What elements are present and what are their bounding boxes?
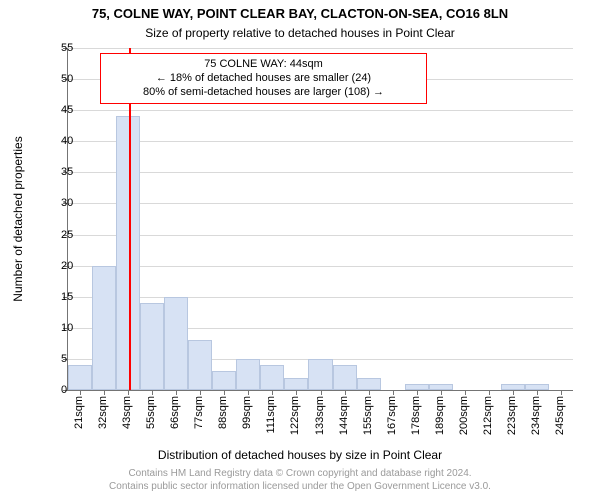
histogram-bar (164, 297, 188, 390)
y-tick-label: 55 (61, 42, 67, 54)
histogram-bar (308, 359, 332, 390)
gridline (68, 172, 573, 173)
y-tick-label: 5 (61, 353, 67, 365)
chart-title-sub: Size of property relative to detached ho… (0, 26, 600, 40)
y-tick-label: 0 (61, 384, 67, 396)
y-tick-label: 40 (61, 135, 67, 147)
plot-area: 75 COLNE WAY: 44sqm ← 18% of detached ho… (67, 48, 573, 391)
x-tick-label: 144sqm (338, 396, 350, 435)
gridline (68, 266, 573, 267)
x-tick-label: 122sqm (289, 396, 301, 435)
y-tick-label: 30 (61, 197, 67, 209)
x-tick-label: 178sqm (410, 396, 422, 435)
x-tick-label: 133sqm (314, 396, 326, 435)
gridline (68, 141, 573, 142)
annotation-box: 75 COLNE WAY: 44sqm ← 18% of detached ho… (100, 53, 427, 104)
x-tick-label: 21sqm (73, 396, 85, 429)
x-tick-label: 223sqm (506, 396, 518, 435)
gridline (68, 110, 573, 111)
histogram-bar (260, 365, 284, 390)
x-tick-label: 77sqm (193, 396, 205, 429)
gridline (68, 48, 573, 49)
gridline (68, 235, 573, 236)
source-footer: Contains HM Land Registry data © Crown c… (0, 468, 600, 493)
y-tick-label: 50 (61, 73, 67, 85)
histogram-bar (236, 359, 260, 390)
y-axis-label: Number of detached properties (11, 136, 25, 301)
x-tick-label: 43sqm (121, 396, 133, 429)
x-tick-label: 200sqm (458, 396, 470, 435)
x-tick-label: 32sqm (97, 396, 109, 429)
histogram-bar (188, 340, 212, 390)
histogram-bar (333, 365, 357, 390)
x-tick-label: 88sqm (217, 396, 229, 429)
y-tick-label: 15 (61, 291, 67, 303)
x-tick-label: 99sqm (241, 396, 253, 429)
y-tick-label: 35 (61, 166, 67, 178)
chart-title-main: 75, COLNE WAY, POINT CLEAR BAY, CLACTON-… (0, 6, 600, 21)
x-tick-label: 234sqm (530, 396, 542, 435)
histogram-bar (116, 116, 140, 390)
x-tick-label: 189sqm (434, 396, 446, 435)
histogram-bar (212, 371, 236, 390)
histogram-bar (68, 365, 92, 390)
histogram-bar (357, 378, 381, 390)
y-tick-label: 25 (61, 229, 67, 241)
histogram-bar (92, 266, 116, 390)
footer-line-2: Contains public sector information licen… (0, 481, 600, 494)
x-tick-label: 55sqm (145, 396, 157, 429)
annotation-line-1: 75 COLNE WAY: 44sqm (111, 58, 416, 72)
gridline (68, 203, 573, 204)
x-tick-label: 111sqm (265, 396, 277, 434)
x-tick-label: 155sqm (362, 396, 374, 435)
chart-container: 75, COLNE WAY, POINT CLEAR BAY, CLACTON-… (0, 0, 600, 500)
y-tick-label: 10 (61, 322, 67, 334)
histogram-bar (284, 378, 308, 390)
x-axis-label: Distribution of detached houses by size … (0, 448, 600, 462)
x-tick-label: 212sqm (482, 396, 494, 435)
gridline (68, 297, 573, 298)
annotation-line-3: 80% of semi-detached houses are larger (… (111, 86, 416, 100)
x-tick-label: 245sqm (554, 396, 566, 435)
y-tick-label: 20 (61, 260, 67, 272)
x-tick-label: 66sqm (169, 396, 181, 429)
histogram-bar (140, 303, 164, 390)
footer-line-1: Contains HM Land Registry data © Crown c… (0, 468, 600, 481)
y-tick-label: 45 (61, 104, 67, 116)
annotation-line-2: ← 18% of detached houses are smaller (24… (111, 72, 416, 86)
x-tick-label: 167sqm (386, 396, 398, 435)
